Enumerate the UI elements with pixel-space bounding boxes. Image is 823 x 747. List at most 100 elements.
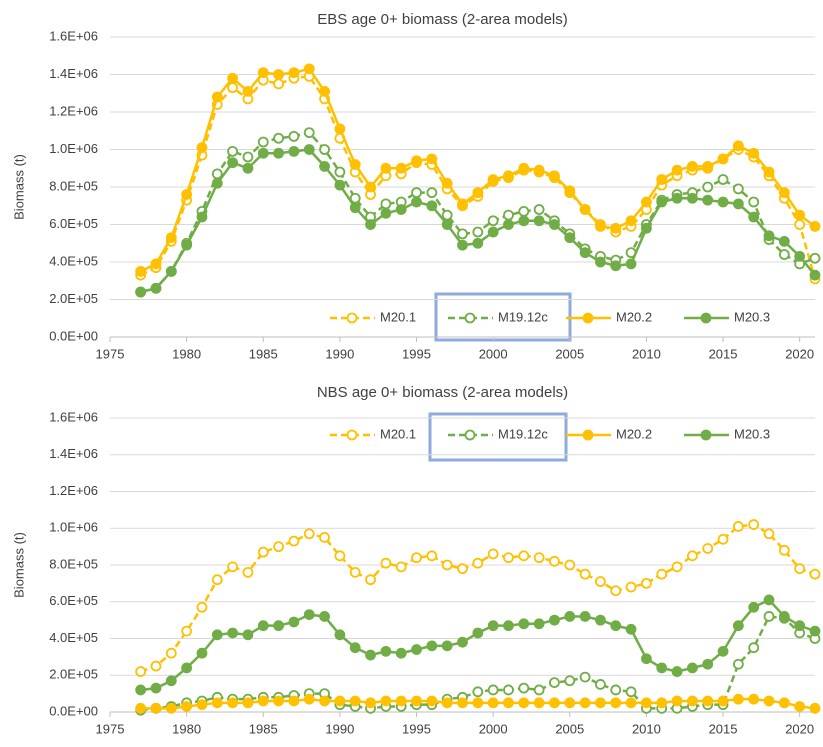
point xyxy=(564,697,576,709)
point xyxy=(564,611,576,622)
point xyxy=(135,684,147,696)
point xyxy=(211,629,223,641)
point xyxy=(426,550,438,562)
point xyxy=(242,85,254,97)
point xyxy=(809,220,821,232)
point xyxy=(748,211,760,223)
legend-label: M20.1 xyxy=(380,426,416,441)
point xyxy=(426,200,438,212)
point xyxy=(349,695,361,707)
point xyxy=(334,695,346,707)
point xyxy=(487,620,499,632)
point xyxy=(334,179,346,191)
y-tick-label: 0.0E+00 xyxy=(49,703,98,718)
point xyxy=(686,695,698,707)
point xyxy=(686,192,698,204)
point xyxy=(472,237,484,249)
point xyxy=(717,695,729,707)
point xyxy=(165,702,177,714)
point xyxy=(411,695,422,707)
point xyxy=(227,561,239,573)
point xyxy=(457,198,468,210)
point xyxy=(533,204,545,215)
point xyxy=(778,544,790,556)
point xyxy=(595,220,606,232)
y-tick-label: 4.0E+05 xyxy=(49,253,98,268)
point xyxy=(778,249,790,260)
point xyxy=(625,623,637,635)
point xyxy=(778,187,790,199)
point xyxy=(411,187,422,199)
point xyxy=(227,157,239,169)
point xyxy=(242,151,254,163)
point xyxy=(518,682,530,694)
legend-label: M20.2 xyxy=(616,426,652,441)
y-tick-label: 1.6E+06 xyxy=(49,28,98,43)
point xyxy=(380,198,392,210)
point xyxy=(579,697,591,709)
point xyxy=(242,162,254,174)
y-tick-label: 6.0E+05 xyxy=(49,593,98,608)
point xyxy=(441,640,453,652)
point xyxy=(227,627,239,639)
point xyxy=(610,697,622,709)
point xyxy=(518,215,530,227)
point xyxy=(487,684,499,696)
point xyxy=(165,232,177,244)
point xyxy=(441,559,453,571)
chart-title: NBS age 0+ biomass (2-area models) xyxy=(317,384,568,401)
point xyxy=(518,697,530,709)
point xyxy=(303,63,315,75)
point xyxy=(579,247,591,259)
y-tick-label: 1.4E+06 xyxy=(49,446,98,461)
point xyxy=(411,155,422,167)
point xyxy=(487,215,499,227)
point xyxy=(365,649,376,661)
point xyxy=(564,675,576,687)
point xyxy=(135,666,147,677)
point xyxy=(625,686,637,698)
point xyxy=(211,177,223,189)
point xyxy=(457,239,468,251)
y-tick-label: 2.0E+05 xyxy=(49,667,98,682)
legend-marker xyxy=(700,429,712,441)
point xyxy=(487,697,499,709)
point xyxy=(564,559,576,571)
point xyxy=(763,695,775,707)
point xyxy=(411,196,422,208)
point xyxy=(641,222,652,234)
point xyxy=(426,187,438,199)
point xyxy=(686,550,698,562)
point xyxy=(702,695,714,707)
legend-marker xyxy=(700,312,712,324)
point xyxy=(211,697,223,709)
series-line xyxy=(140,523,816,673)
point xyxy=(273,695,284,707)
point xyxy=(349,566,361,578)
point xyxy=(150,282,162,294)
point xyxy=(732,183,744,195)
x-tick-label: 2015 xyxy=(709,721,738,736)
y-axis-label: Biomass (t) xyxy=(11,532,26,598)
point xyxy=(395,204,407,215)
point xyxy=(702,543,714,554)
point xyxy=(135,286,147,298)
point xyxy=(150,660,162,672)
x-tick-label: 1995 xyxy=(402,721,431,736)
point xyxy=(441,219,453,230)
point xyxy=(732,658,744,670)
legend-label: M19.12c xyxy=(498,426,548,441)
point xyxy=(564,232,576,244)
legend-marker xyxy=(346,312,358,324)
point xyxy=(763,528,775,540)
point xyxy=(518,618,530,630)
point xyxy=(794,701,806,712)
series-line xyxy=(140,598,816,692)
point xyxy=(595,256,606,268)
point xyxy=(794,219,806,230)
point xyxy=(794,563,806,575)
point xyxy=(794,620,806,632)
point xyxy=(732,620,744,632)
point xyxy=(257,620,269,632)
point xyxy=(319,611,330,622)
